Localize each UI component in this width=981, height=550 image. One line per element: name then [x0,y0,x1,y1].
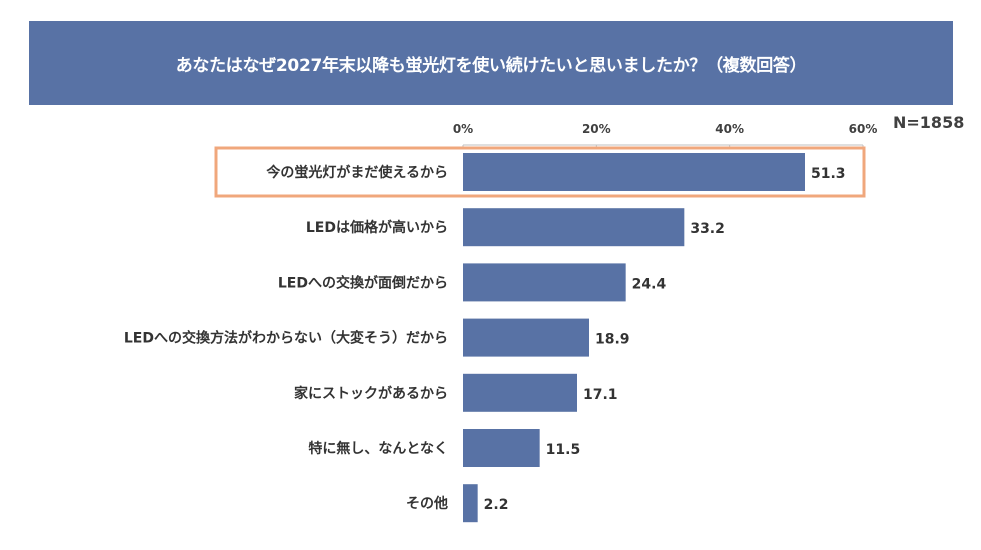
bar [463,484,478,523]
title-banner: あなたはなぜ2027年末以降も蛍光灯を使い続けたいと思いましたか？（複数回答） [29,21,953,105]
bar [463,208,685,247]
category-label: その他 [406,495,448,512]
data-label: 24.4 [632,276,667,292]
bar [463,263,626,302]
x-tick-label: 60% [849,122,878,136]
data-label: 2.2 [484,497,509,513]
data-label: 11.5 [546,442,581,458]
data-label: 51.3 [811,166,846,182]
highlight-box [214,146,866,198]
bar [463,153,805,191]
x-tick-label: 20% [582,122,611,136]
data-label: 33.2 [690,221,725,237]
x-tick-label: 0% [453,122,473,136]
data-label: 18.9 [595,332,630,348]
category-label: 家にストックがあるから [294,385,448,402]
category-label: 今の蛍光灯がまだ使えるから [265,164,448,181]
x-tick-label: 40% [715,122,744,136]
category-label: LEDへの交換が面倒だから [278,274,448,291]
category-label: LEDは価格が高いから [306,219,448,236]
sample-size-label: N=1858 [893,113,965,132]
data-label: 17.1 [583,387,618,403]
chart-title: あなたはなぜ2027年末以降も蛍光灯を使い続けたいと思いましたか？（複数回答） [175,55,807,76]
bar [463,373,577,412]
bar [463,318,589,357]
bar [463,429,540,467]
category-label: 特に無し、なんとなく [308,440,448,457]
category-label: LEDへの交換方法がわからない（大変そう）だから [124,330,448,347]
